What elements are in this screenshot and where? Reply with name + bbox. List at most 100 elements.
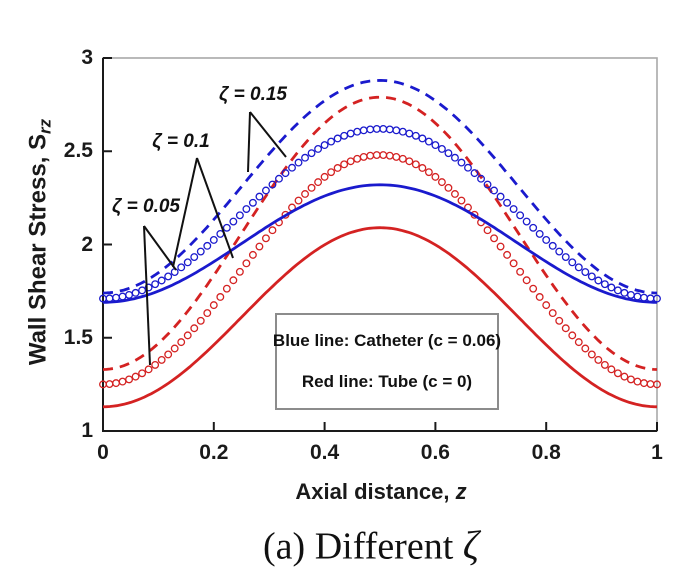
circle-marker [340, 160, 349, 169]
circle-marker [144, 365, 153, 374]
x-tick-label: 0.6 [420, 441, 450, 464]
series-curve-dashed [102, 95, 658, 371]
circle-marker [164, 350, 173, 359]
circle-marker [431, 172, 440, 181]
circle-marker [483, 180, 492, 189]
x-tick-label: 0 [97, 441, 109, 464]
x-axis-label-variable: z [455, 479, 467, 504]
circle-marker [248, 198, 257, 207]
circle-marker [451, 153, 459, 162]
circle-marker [138, 369, 147, 378]
circle-marker [457, 158, 466, 167]
circle-marker [131, 288, 140, 297]
circle-marker [301, 153, 309, 162]
series-curve-solid [102, 226, 658, 409]
circle-marker [581, 344, 590, 353]
circle-marker [620, 288, 629, 297]
circle-marker [437, 144, 446, 153]
circle-marker [529, 284, 538, 293]
x-axis-label-text: Axial distance, [295, 479, 456, 504]
circle-marker [626, 375, 635, 384]
circle-marker [216, 293, 225, 301]
circle-marker [288, 163, 296, 172]
circle-marker [340, 131, 349, 140]
circle-marker [177, 263, 186, 272]
circle-marker [490, 186, 499, 195]
circle-marker [535, 293, 544, 301]
circle-marker [568, 258, 577, 267]
circle-marker [470, 169, 479, 178]
circle-marker [555, 247, 564, 256]
x-tick-label: 0.8 [531, 441, 561, 464]
circle-marker [366, 125, 375, 134]
circle-marker [307, 149, 316, 158]
circle-marker [261, 186, 270, 195]
circle-marker [183, 258, 192, 267]
circle-marker [151, 280, 160, 289]
circle-marker [346, 129, 355, 138]
circle-marker [496, 242, 505, 251]
figure-caption-text: (a) Different [263, 525, 463, 568]
y-tick-label: 2.5 [63, 139, 93, 163]
circle-marker [411, 131, 420, 140]
circle-marker [509, 205, 518, 213]
circle-marker [112, 379, 120, 388]
annotation-leader-line [172, 157, 198, 268]
circle-marker [209, 235, 218, 244]
circle-marker [600, 280, 609, 289]
annotation-label: ζ = 0.1 [152, 131, 210, 152]
x-tick-label: 0.4 [309, 441, 340, 464]
circle-marker [646, 380, 655, 389]
circle-marker [385, 151, 394, 160]
circle-marker [568, 331, 577, 340]
circle-marker [587, 350, 596, 359]
circle-marker [522, 217, 531, 226]
circle-marker [607, 283, 616, 292]
circle-marker [235, 267, 244, 276]
circle-marker [248, 250, 257, 259]
circle-marker [203, 241, 212, 250]
circle-marker [222, 284, 231, 293]
circle-marker [503, 250, 512, 259]
circle-marker [418, 164, 427, 172]
circle-marker [281, 169, 290, 178]
circle-marker [196, 316, 205, 325]
circle-marker [255, 192, 264, 201]
circle-marker [112, 293, 120, 302]
annotation-leader-line [247, 111, 251, 173]
circle-marker [333, 134, 342, 143]
circle-marker [574, 263, 583, 272]
circle-marker [613, 369, 622, 378]
circle-marker [431, 141, 440, 150]
annotation-leader-line [249, 111, 287, 158]
circle-marker [626, 290, 635, 299]
annotation-leader-line [143, 225, 151, 366]
circle-marker [268, 180, 277, 189]
circle-marker [353, 154, 362, 163]
circle-marker [496, 192, 505, 201]
circle-marker [535, 229, 544, 238]
circle-marker [255, 242, 264, 251]
circle-marker [587, 272, 596, 281]
circle-marker [424, 137, 433, 146]
circle-marker [118, 377, 127, 386]
circle-marker [261, 234, 270, 243]
annotation-label: ζ = 0.05 [112, 196, 180, 217]
figure-caption: (a) Different ζ [263, 522, 479, 569]
circle-marker [125, 375, 134, 384]
circle-marker [522, 276, 531, 285]
circle-marker [294, 196, 303, 205]
circle-marker [464, 163, 472, 172]
annotation-leader-line [143, 225, 177, 271]
circle-marker [203, 309, 212, 318]
circle-marker [418, 134, 427, 143]
circle-marker [451, 190, 459, 198]
circle-marker [157, 355, 166, 364]
circle-marker [503, 198, 512, 207]
circle-marker [509, 259, 518, 268]
x-axis-label: Axial distance, z [295, 479, 466, 505]
circle-marker [574, 338, 583, 347]
y-tick-label: 1 [81, 419, 93, 442]
circle-marker [581, 268, 590, 276]
circle-marker [353, 127, 362, 136]
